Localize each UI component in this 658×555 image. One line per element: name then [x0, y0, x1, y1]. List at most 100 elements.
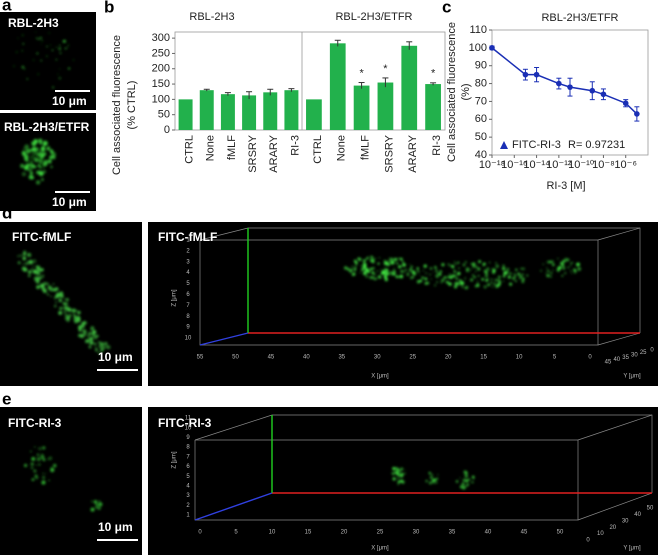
fluorescence: [42, 274, 45, 276]
fluorescence: [75, 309, 78, 312]
fluorescence: [455, 274, 458, 277]
fluorescence: [49, 44, 52, 46]
fluorescence: [28, 160, 33, 165]
fluorescence: [470, 278, 474, 282]
tick-label-3d: 0: [650, 348, 654, 354]
tick-label-3d: 20: [609, 525, 616, 531]
fluorescence: [368, 275, 372, 279]
fluorescence: [57, 289, 60, 291]
fluorescence: [475, 265, 478, 269]
fluorescence: [40, 268, 44, 272]
fluorescence: [494, 278, 498, 282]
fluorescence: [41, 453, 44, 456]
fluorescence: [454, 276, 456, 278]
panel-label: b: [104, 0, 114, 16]
fluorescence: [546, 269, 550, 273]
series-line: [491, 47, 638, 115]
fluorescence: [393, 477, 395, 480]
fluorescence: [458, 267, 460, 269]
bar: [401, 45, 418, 130]
fluorescence: [429, 273, 432, 276]
scale-label: 10 μm: [52, 94, 87, 108]
fluorescence: [476, 284, 480, 287]
fluorescence: [561, 263, 565, 267]
fluorescence: [455, 277, 458, 280]
fluorescence: [565, 258, 569, 262]
fluorescence: [409, 268, 413, 272]
fluorescence: [54, 304, 57, 308]
fluorescence: [46, 282, 50, 286]
fluorescence: [386, 262, 388, 264]
fluorescence: [468, 478, 471, 481]
fluorescence: [437, 474, 439, 476]
fluorescence: [47, 146, 50, 149]
fluorescence: [417, 270, 420, 273]
fluorescence: [23, 147, 26, 150]
fluorescence: [477, 267, 481, 271]
fluorescence: [435, 481, 438, 484]
fluorescence: [21, 150, 26, 155]
image-label: FITC-RI-3: [158, 416, 212, 430]
y-tick-label: 100: [469, 42, 487, 54]
fluorescence: [23, 250, 27, 254]
fluorescence: [35, 153, 39, 156]
fluorescence: [90, 341, 94, 345]
fluorescence: [40, 455, 45, 460]
bar: [242, 95, 257, 130]
x-axis-label: RI-3 [M]: [546, 180, 585, 192]
fluorescence: [459, 477, 461, 479]
fluorescence: [55, 46, 57, 48]
fluorescence: [431, 473, 434, 476]
fluorescence: [56, 292, 61, 297]
tick-label-3d: 40: [634, 512, 641, 518]
tick-label-3d: 30: [622, 518, 629, 524]
legend-label: FITC-RI-3: [512, 139, 561, 151]
y-axis-label: (% CTRL): [126, 81, 138, 130]
fluorescence: [400, 475, 403, 478]
fluorescence: [27, 252, 32, 258]
fluorescence: [41, 178, 44, 181]
fluorescence: [570, 272, 573, 274]
fluorescence: [51, 49, 54, 51]
y-tick-label: 50: [475, 131, 487, 143]
point: [600, 91, 607, 98]
fluorescence: [396, 473, 399, 476]
fluorescence: [95, 346, 97, 349]
fluorescence: [50, 467, 55, 473]
bar: [306, 99, 322, 130]
tick-label-3d: 5: [553, 355, 557, 361]
fluorescence: [567, 266, 570, 269]
fluorescence: [502, 264, 505, 267]
fluorescence: [493, 282, 497, 286]
fluorescence: [466, 476, 468, 478]
fluorescence: [48, 32, 50, 34]
fluorescence: [395, 275, 398, 278]
tick-label-3d: 35: [622, 355, 629, 361]
x-tick-label: CTRL: [312, 135, 324, 164]
fluorescence: [39, 152, 42, 155]
fluorescence: [354, 267, 357, 270]
fluorescence: [429, 475, 434, 480]
fluorescence: [485, 278, 489, 282]
fluorescence: [355, 264, 357, 267]
fluorescence: [41, 275, 45, 278]
x-tick-label: RI-3: [431, 135, 443, 156]
fluorescence: [410, 266, 412, 268]
fluorescence: [476, 282, 479, 285]
fluorescence: [435, 270, 438, 273]
fluorescence: [35, 31, 37, 33]
fluorescence: [374, 257, 376, 260]
fluorescence: [519, 277, 521, 280]
tick-label-3d: 7: [186, 454, 190, 460]
image-label: RBL-2H3/ETFR: [4, 120, 90, 134]
fluorescence: [50, 295, 52, 298]
y-axis-3d: [194, 492, 273, 521]
fluorescence: [471, 480, 474, 484]
point: [522, 71, 529, 78]
fluorescence: [35, 270, 40, 276]
fluorescence: [72, 308, 77, 313]
fluorescence: [465, 471, 468, 474]
fluorescence: [369, 258, 374, 263]
tick-label-3d: 2: [186, 503, 190, 509]
fluorescence: [78, 325, 82, 329]
